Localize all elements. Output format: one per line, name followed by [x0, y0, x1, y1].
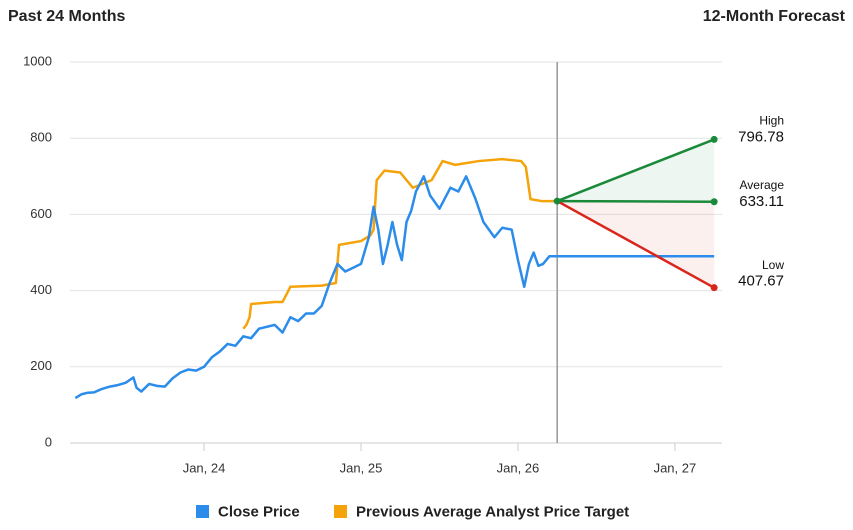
series-line — [74, 175, 558, 400]
legend-swatch — [196, 505, 209, 518]
chart-title: Past 24 Months — [8, 8, 125, 25]
average-value: 633.11 — [739, 193, 784, 210]
y-tick-label: 1000 — [23, 53, 52, 68]
high-label: High — [759, 114, 784, 128]
y-tick-label: 600 — [30, 206, 52, 221]
legend-label: Previous Average Analyst Price Target — [356, 503, 629, 520]
average-line — [557, 199, 715, 204]
y-tick-label: 200 — [30, 358, 52, 373]
forecast-start-dot — [553, 197, 561, 205]
low-value: 407.67 — [738, 273, 784, 290]
x-tick-label: Jan, 26 — [497, 460, 540, 475]
average-dot — [710, 198, 718, 206]
high-line — [556, 138, 715, 203]
average-label: Average — [740, 178, 785, 192]
series-line — [242, 157, 558, 330]
legend-swatch — [334, 505, 347, 518]
x-tick-label: Jan, 24 — [183, 460, 226, 475]
low-line — [556, 199, 715, 289]
x-tick-label: Jan, 27 — [654, 460, 697, 475]
y-tick-label: 400 — [30, 282, 52, 297]
low-dot — [710, 284, 718, 292]
low-label: Low — [762, 258, 784, 272]
legend-label: Close Price — [218, 503, 300, 520]
x-tick-label: Jan, 25 — [340, 460, 383, 475]
y-tick-label: 0 — [45, 434, 52, 449]
forecast-title: 12-Month Forecast — [703, 8, 846, 25]
y-tick-label: 800 — [30, 130, 52, 145]
high-value: 796.78 — [738, 128, 784, 145]
high-dot — [710, 135, 718, 143]
